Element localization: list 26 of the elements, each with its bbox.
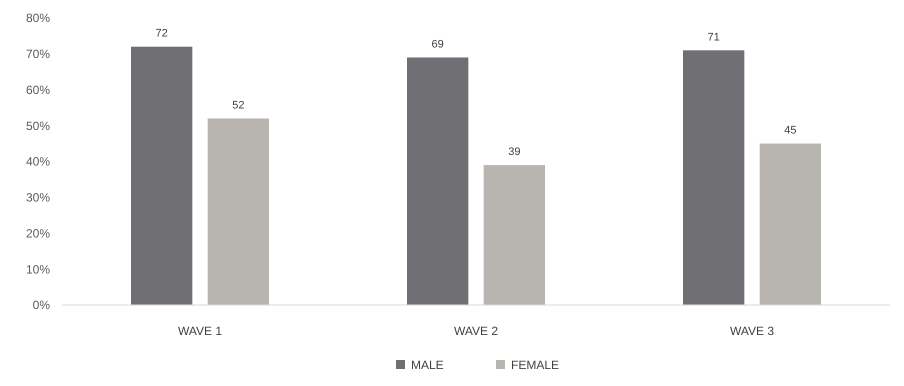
legend-label: MALE bbox=[411, 358, 444, 372]
y-tick-label: 50% bbox=[26, 118, 50, 133]
bar bbox=[407, 57, 468, 305]
bar bbox=[683, 50, 744, 305]
bar bbox=[131, 46, 192, 305]
data-label: 52 bbox=[232, 99, 244, 112]
bar bbox=[760, 144, 821, 305]
legend-label: FEMALE bbox=[511, 358, 560, 372]
data-label: 39 bbox=[508, 146, 520, 158]
y-tick-label: 0% bbox=[32, 298, 50, 312]
bar bbox=[484, 165, 545, 305]
y-tick-label: 20% bbox=[26, 226, 50, 240]
x-tick-label: WAVE 3 bbox=[730, 324, 774, 338]
data-label: 72 bbox=[156, 28, 168, 40]
data-label: 69 bbox=[432, 38, 444, 50]
y-tick-label: 40% bbox=[26, 154, 50, 169]
data-label: 45 bbox=[784, 124, 796, 137]
x-tick-label: WAVE 2 bbox=[454, 324, 498, 338]
x-tick-label: WAVE 1 bbox=[178, 324, 222, 338]
y-tick-label: 70% bbox=[26, 47, 50, 62]
y-tick-label: 30% bbox=[26, 190, 50, 205]
y-tick-label: 60% bbox=[26, 82, 50, 97]
y-tick-label: 10% bbox=[26, 262, 50, 276]
y-tick-label: 80% bbox=[26, 11, 50, 26]
data-label: 71 bbox=[708, 31, 720, 44]
bar bbox=[208, 118, 269, 305]
